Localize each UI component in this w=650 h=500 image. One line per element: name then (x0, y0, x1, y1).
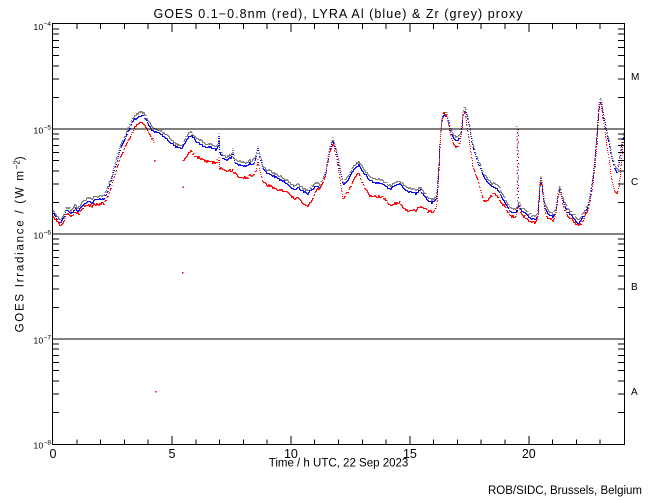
svg-text:20: 20 (522, 447, 536, 461)
svg-text:10−6: 10−6 (34, 229, 52, 240)
svg-text:10: 10 (284, 447, 298, 461)
svg-text:C: C (631, 177, 638, 188)
svg-text:B: B (631, 282, 638, 293)
svg-text:GOES Irradiance / (W m−2): GOES Irradiance / (W m−2) (13, 155, 27, 333)
svg-text:A: A (631, 387, 638, 398)
svg-text:ROB/SIDC, Brussels, Belgium: ROB/SIDC, Brussels, Belgium (488, 485, 642, 497)
svg-text:M: M (631, 72, 639, 83)
svg-text:10−5: 10−5 (34, 124, 52, 135)
svg-text:10−8: 10−8 (34, 439, 52, 450)
svg-text:15: 15 (403, 447, 417, 461)
svg-text:0: 0 (50, 447, 57, 461)
svg-text:10−4: 10−4 (34, 21, 52, 32)
svg-text:Time / h UTC, 22 Sep 2023: Time / h UTC, 22 Sep 2023 (269, 458, 409, 470)
svg-text:5: 5 (169, 447, 176, 461)
svg-text:GOES 0.1−0.8nm (red), LYRA Al: GOES 0.1−0.8nm (red), LYRA Al (blue) & Z… (153, 7, 523, 21)
svg-text:10−7: 10−7 (34, 334, 52, 345)
